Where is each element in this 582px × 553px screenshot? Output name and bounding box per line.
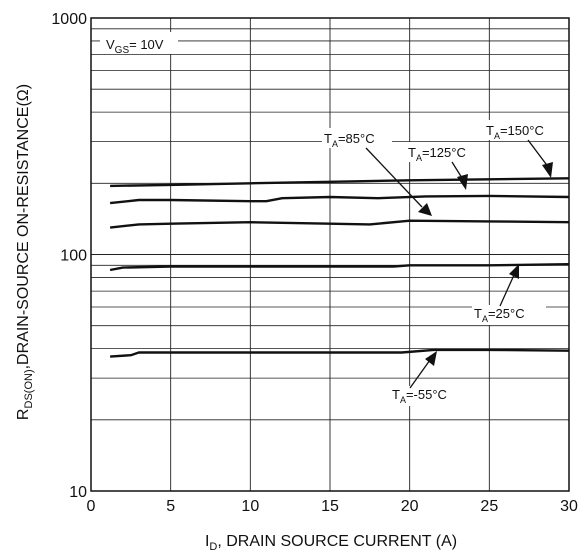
series-line-3 xyxy=(109,263,570,272)
arrowhead-85 xyxy=(418,203,432,216)
plot-frame xyxy=(90,17,570,492)
label-bg-25 xyxy=(472,305,546,325)
condition-label: VGS= 10V xyxy=(106,37,164,56)
leader-150 xyxy=(527,139,550,169)
x-tick-label: 0 xyxy=(87,498,96,515)
arrowhead-125 xyxy=(457,174,468,190)
series-label-m55: TA=-55°C xyxy=(392,387,447,405)
label-bg-85 xyxy=(322,128,392,148)
x-tick-label: 25 xyxy=(480,498,498,515)
series-line-4 xyxy=(110,348,570,358)
series-line-1 xyxy=(109,194,570,205)
y-tick-label: 10 xyxy=(69,484,87,501)
series-label-150: TA=150°C xyxy=(486,123,544,141)
series-line-2 xyxy=(109,219,570,229)
x-tick-label: 15 xyxy=(321,498,339,515)
arrowhead-150 xyxy=(542,162,553,178)
x-tick-label: 30 xyxy=(560,498,578,515)
label-bg-m55 xyxy=(390,386,466,406)
series-label-125: TA=125°C xyxy=(408,145,466,163)
arrowhead-m55 xyxy=(425,351,437,366)
y-axis-title: RDS(ON),DRAIN-SOURCE ON-RESISTANCE(Ω) xyxy=(15,84,35,420)
series-label-85: TA=85°C xyxy=(324,131,375,149)
y-tick-label: 100 xyxy=(60,248,87,265)
series-line-0 xyxy=(110,177,570,188)
leader-85 xyxy=(365,147,423,208)
leader-125 xyxy=(451,161,463,179)
arrowhead-25 xyxy=(509,264,519,279)
x-tick-label: 20 xyxy=(401,498,419,515)
label-bg-150 xyxy=(484,120,560,140)
condition-label-bg xyxy=(100,32,178,54)
tick-labels: 0 5 10 15 20 25 30 10 100 1000 xyxy=(51,11,578,515)
series-annotations: TA=150°C TA=125°C TA=85°C TA=25°C TA=-55… xyxy=(322,120,560,406)
x-axis-title: ID, DRAIN SOURCE CURRENT (A) xyxy=(205,533,457,553)
leader-m55 xyxy=(409,359,431,389)
leader-25 xyxy=(499,274,515,307)
grid xyxy=(91,18,569,491)
x-tick-label: 5 xyxy=(166,498,175,515)
y-tick-label: 1000 xyxy=(51,11,87,28)
label-bg-125 xyxy=(406,142,482,162)
series-label-25: TA=25°C xyxy=(474,306,525,324)
x-tick-label: 10 xyxy=(241,498,259,515)
series-lines xyxy=(109,177,570,358)
